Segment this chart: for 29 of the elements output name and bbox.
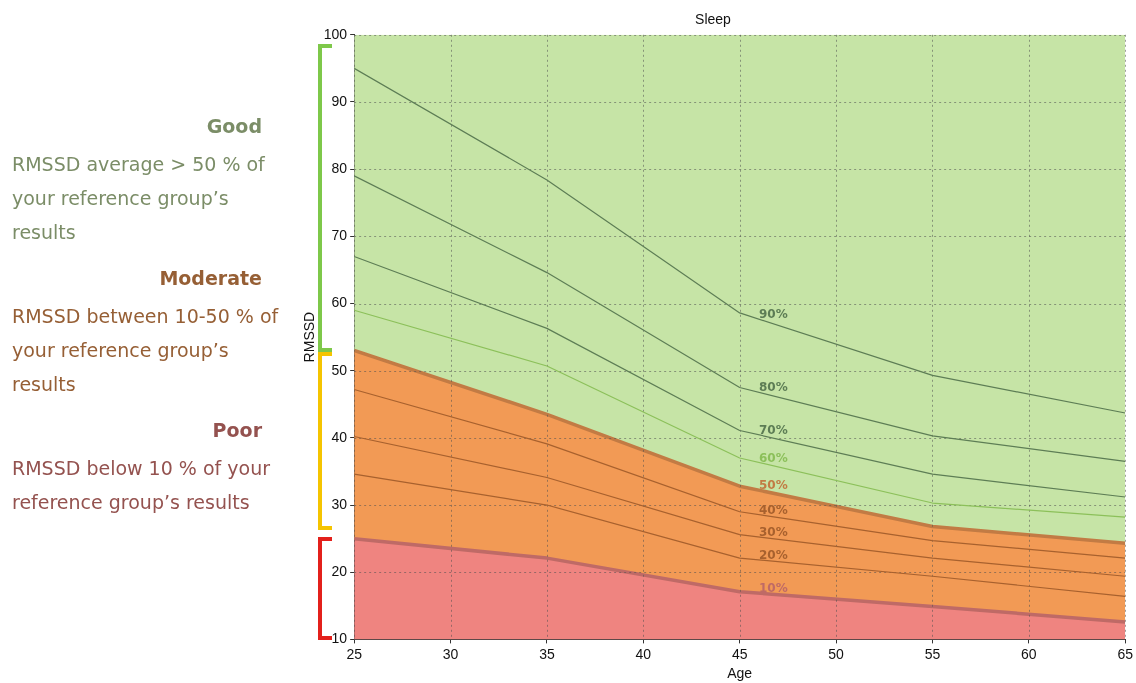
text: Good (205, 114, 263, 139)
text: RMSSD below 10 % of your reference group’s results (12, 456, 271, 515)
y-tick-label: 60 (331, 294, 348, 311)
y-tick-label: 90 (331, 92, 348, 109)
chart-title: Sleep (695, 11, 732, 28)
y-tick-label: 100 (323, 25, 348, 42)
y-tick-label: 50 (331, 361, 348, 378)
x-axis-title: Age (727, 665, 753, 682)
y-tick-label: 70 (331, 227, 348, 244)
x-tick-label: 25 (346, 645, 363, 662)
text: RMSSD average > 50 % of your reference group’s results (12, 152, 266, 245)
x-tick-label: 35 (539, 645, 555, 662)
text: Poor (211, 418, 263, 443)
y-tick-label: 80 (331, 160, 348, 177)
x-tick-label: 40 (635, 645, 652, 662)
x-tick-label: 65 (1117, 645, 1134, 662)
x-tick-label: 30 (442, 645, 459, 662)
series-label: 20% (758, 548, 788, 563)
x-tick-label: 60 (1021, 645, 1037, 662)
text: RMSSD between 10-50 % of your reference group’s results (12, 304, 280, 397)
x-tick-label: 45 (731, 645, 748, 662)
y-tick-label: 10 (331, 630, 348, 647)
y-tick-label: 30 (331, 495, 348, 512)
text: Moderate (158, 266, 263, 291)
y-axis-title: RMSSD (301, 311, 318, 363)
y-tick-label: 40 (331, 428, 348, 445)
y-tick-label: 20 (331, 563, 348, 580)
x-tick-label: 50 (828, 645, 845, 662)
x-tick-label: 55 (924, 645, 941, 662)
